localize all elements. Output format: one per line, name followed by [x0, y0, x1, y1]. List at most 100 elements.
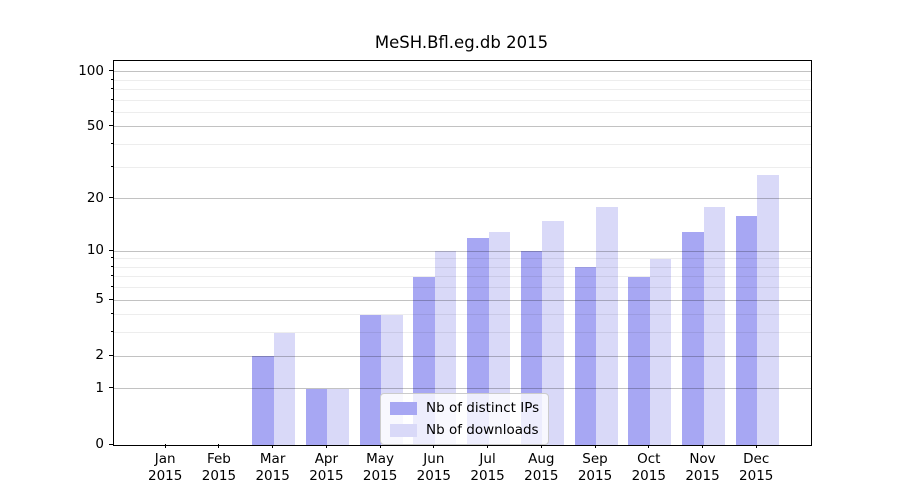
y-tick-minor-mark [110, 110, 113, 112]
x-tick-label: May 2015 [348, 451, 412, 485]
x-tick-label: Oct 2015 [617, 451, 681, 485]
x-tick-label-year: 2015 [309, 468, 344, 484]
y-gridline-minor [114, 79, 811, 81]
bar-downloads [488, 231, 511, 445]
bar-downloads [327, 388, 349, 445]
y-gridline-major [114, 299, 811, 301]
y-tick-minor-mark [110, 165, 113, 167]
y-tick-minor-mark [110, 313, 113, 315]
y-tick-label: 1 [95, 379, 104, 396]
bar-downloads [757, 175, 779, 445]
x-tick-label-year: 2015 [255, 468, 290, 484]
x-tick-label-month: Dec [743, 451, 770, 467]
x-tick-label: Jun 2015 [402, 451, 466, 485]
y-tick-mark [109, 197, 113, 199]
y-tick-mark [109, 354, 113, 356]
x-tick-mark [433, 444, 435, 448]
x-tick-label-year: 2015 [577, 468, 613, 484]
legend-label-distinct-ips: Nb of distinct IPs [426, 400, 540, 416]
y-gridline-major [114, 250, 811, 252]
x-tick-label-year: 2015 [739, 468, 774, 484]
x-tick-label-month: Oct [637, 451, 661, 467]
y-gridline-minor [114, 266, 811, 268]
x-tick-label-month: Jan [154, 451, 176, 467]
y-gridline-major [114, 388, 811, 390]
x-tick-label-year: 2015 [362, 468, 398, 484]
x-tick-label: Apr 2015 [294, 451, 358, 485]
y-gridline-minor [114, 99, 811, 101]
bar-downloads [542, 220, 564, 445]
x-tick-mark [702, 444, 703, 448]
y-tick-mark [109, 443, 113, 445]
x-tick-label-month: Jun [423, 451, 445, 467]
y-tick-minor-mark [110, 265, 113, 267]
x-tick-label-month: Sep [582, 451, 608, 467]
y-tick-minor-mark [110, 78, 113, 80]
y-tick-minor-mark [110, 257, 113, 259]
x-tick-mark [164, 444, 166, 448]
y-tick-mark [109, 298, 113, 300]
bar-downloads [273, 332, 296, 445]
x-tick-label-month: Mar [259, 451, 286, 467]
x-tick-label: Feb 2015 [187, 451, 251, 485]
y-gridline-minor [114, 166, 811, 168]
chart-title: MeSH.Bfl.eg.db 2015 [374, 33, 549, 52]
bar-distinct-ips [305, 388, 328, 445]
x-tick-mark [487, 444, 489, 448]
x-tick-label: Mar 2015 [241, 451, 305, 485]
x-tick-label-year: 2015 [631, 468, 666, 484]
x-tick-label-year: 2015 [524, 468, 559, 484]
legend-swatch-distinct-ips [390, 401, 417, 415]
x-tick-label-month: Nov [689, 451, 716, 467]
x-tick-label-month: Apr [314, 451, 339, 467]
y-tick-minor-mark [110, 331, 113, 333]
x-tick-mark [648, 444, 650, 448]
y-gridline-minor [114, 276, 811, 278]
x-tick-label-year: 2015 [416, 468, 452, 484]
y-gridline-minor [114, 144, 811, 146]
plot-area: Nb of distinct IPs Nb of downloads [113, 60, 812, 446]
legend-label-downloads: Nb of downloads [426, 422, 539, 438]
y-tick-label: 10 [86, 242, 104, 258]
x-tick-mark [218, 444, 220, 448]
y-gridline-minor [114, 111, 811, 113]
y-gridline-minor [114, 287, 811, 289]
x-tick-mark [540, 444, 542, 448]
x-tick-label-year: 2015 [148, 468, 183, 484]
x-tick-label-year: 2015 [201, 468, 237, 484]
y-tick-minor-mark [110, 98, 113, 100]
y-tick-label: 0 [95, 436, 104, 452]
x-tick-label: Jan 2015 [133, 451, 197, 485]
bar-downloads [649, 258, 672, 445]
bar-downloads [596, 206, 618, 445]
x-tick-label: Aug 2015 [509, 451, 573, 485]
legend-item-distinct-ips: Nb of distinct IPs [390, 399, 539, 417]
x-tick-mark [594, 444, 596, 448]
y-gridline-minor [114, 258, 811, 260]
x-tick-label: Sep 2015 [563, 451, 627, 485]
legend: Nb of distinct IPs Nb of downloads [380, 393, 550, 445]
legend-item-downloads: Nb of downloads [390, 421, 539, 439]
y-tick-mark [109, 249, 113, 251]
x-tick-label-year: 2015 [685, 468, 720, 484]
y-gridline-major [114, 71, 811, 73]
x-tick-mark [272, 444, 274, 448]
y-tick-mark [109, 387, 113, 389]
y-tick-mark [109, 70, 113, 72]
y-tick-minor-mark [110, 143, 113, 145]
bar-distinct-ips [628, 276, 650, 445]
y-tick-label: 50 [86, 117, 104, 134]
bar-distinct-ips [735, 215, 758, 445]
x-tick-label: Dec 2015 [724, 451, 788, 485]
x-tick-mark [379, 444, 381, 448]
y-tick-mark [109, 125, 113, 127]
y-tick-label: 5 [95, 291, 104, 308]
y-tick-label: 2 [95, 347, 104, 364]
x-tick-label-month: Feb [206, 451, 231, 467]
x-tick-label: Jul 2015 [456, 451, 520, 485]
x-tick-label-month: Jul [479, 451, 496, 467]
bar-distinct-ips [359, 314, 382, 445]
bar-downloads [703, 206, 725, 445]
x-tick-mark [325, 444, 327, 448]
y-gridline-minor [114, 332, 811, 334]
